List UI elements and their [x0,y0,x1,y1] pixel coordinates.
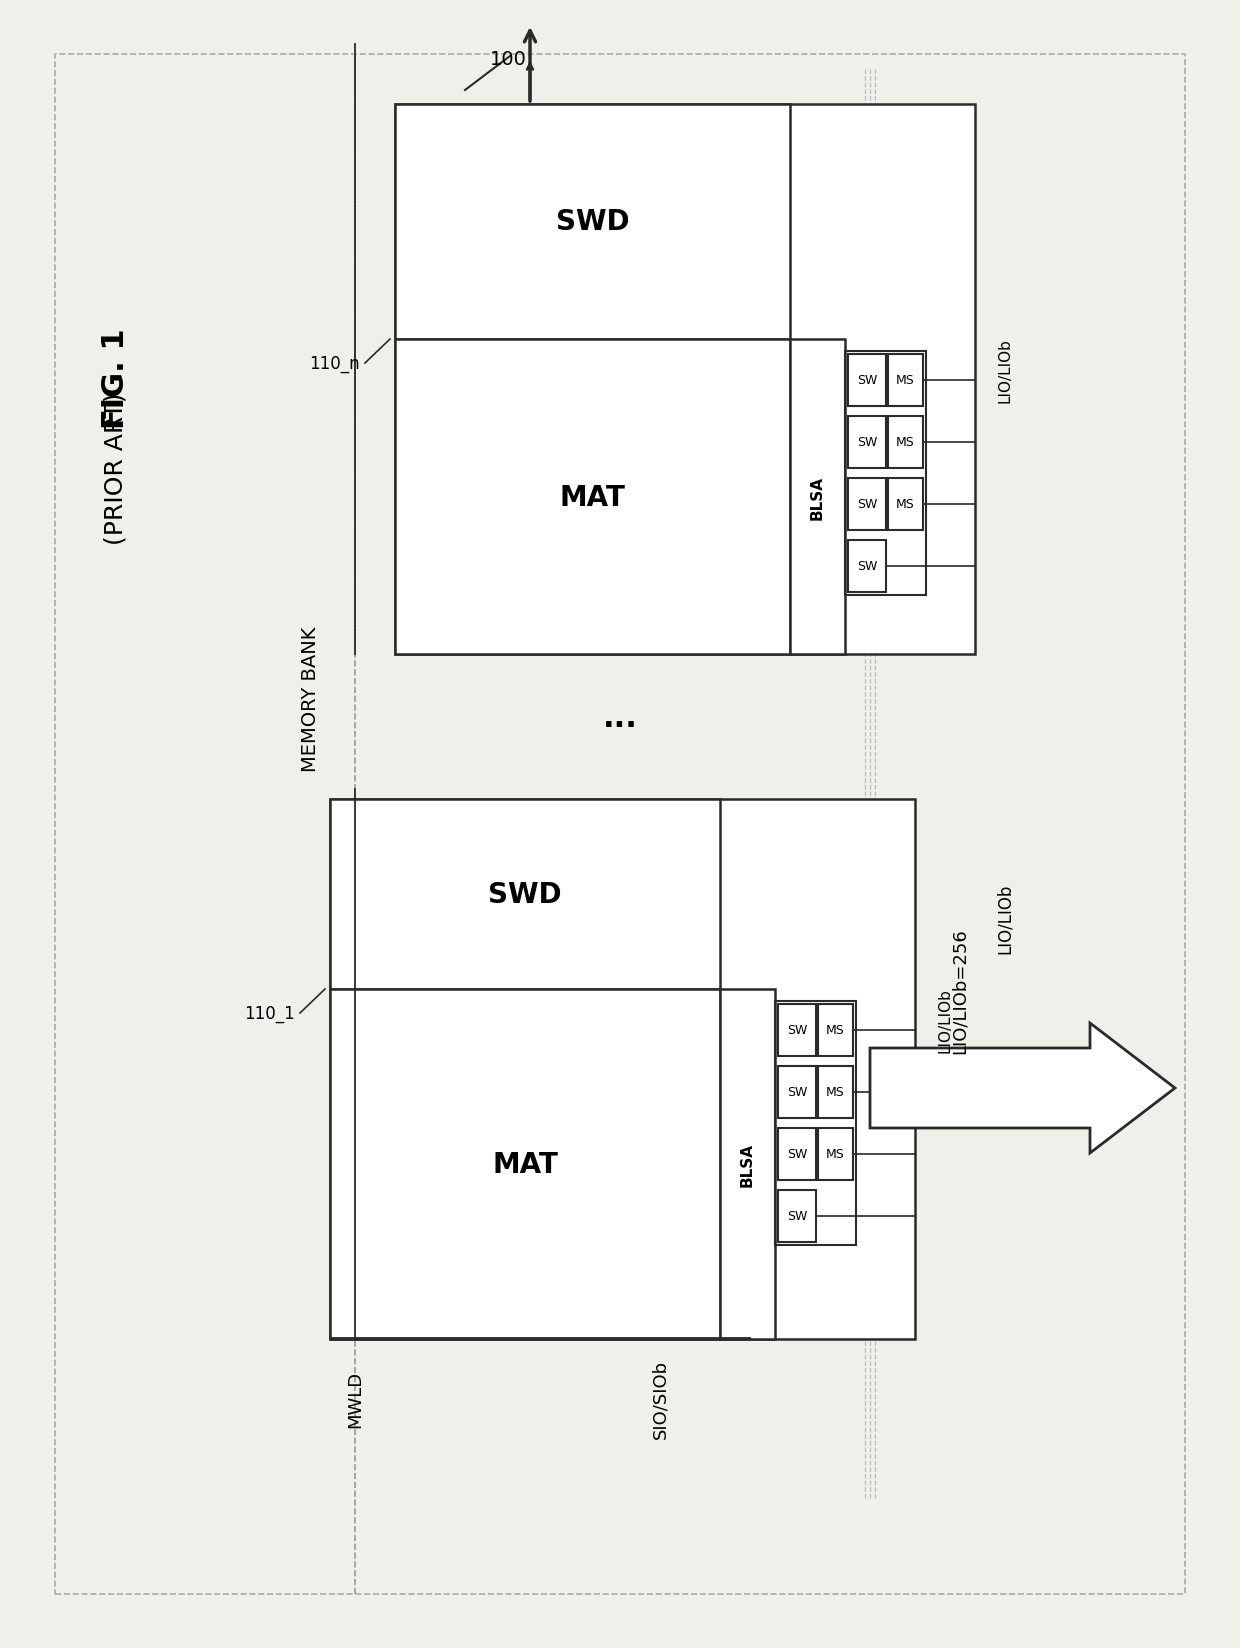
Text: LIO/LIOb: LIO/LIOb [937,987,954,1053]
Bar [790,339,844,654]
Bar [848,541,887,593]
Polygon shape [870,1023,1176,1154]
Bar [777,1066,816,1119]
Bar [844,351,926,595]
Bar [330,799,915,1340]
Text: MAT: MAT [492,1150,558,1178]
Bar [818,1004,853,1056]
Text: LIO/LIOb=256: LIO/LIOb=256 [951,928,968,1053]
Text: SW: SW [857,437,877,450]
Bar [396,339,790,654]
Text: MWLD: MWLD [346,1369,365,1427]
Text: MS: MS [897,498,915,511]
Text: MS: MS [897,437,915,450]
Text: SW: SW [787,1023,807,1037]
Text: MS: MS [826,1086,844,1099]
Bar [777,1129,816,1180]
Text: SW: SW [787,1086,807,1099]
Text: SIO/SIOb: SIO/SIOb [651,1358,670,1437]
Text: SW: SW [787,1147,807,1160]
Text: MS: MS [826,1147,844,1160]
Text: SWD: SWD [489,880,562,908]
Bar [818,1066,853,1119]
Bar [818,1129,853,1180]
Text: (PRIOR ART): (PRIOR ART) [103,392,126,545]
Bar [777,1004,816,1056]
Bar [775,1002,856,1246]
Text: 100: 100 [490,49,527,69]
Bar [396,105,975,654]
Text: SWD: SWD [556,208,630,236]
Text: SW: SW [857,374,877,387]
Bar [848,354,887,407]
Bar [888,417,923,468]
Bar [888,478,923,531]
Bar [888,354,923,407]
Bar [777,1190,816,1243]
Bar [330,989,720,1340]
Text: MS: MS [826,1023,844,1037]
Text: SW: SW [787,1210,807,1223]
Text: MS: MS [897,374,915,387]
Text: MEMORY BANK: MEMORY BANK [300,626,320,771]
Text: MAT: MAT [559,483,625,511]
Bar [848,478,887,531]
Text: ...: ... [603,704,637,733]
Text: SW: SW [857,560,877,574]
Text: BLSA: BLSA [810,475,825,519]
Bar [396,105,790,339]
Text: LIO/LIOb: LIO/LIOb [996,883,1014,954]
Bar [720,989,775,1340]
Text: FIG. 1: FIG. 1 [100,328,129,428]
Text: SW: SW [857,498,877,511]
Bar [330,799,720,989]
Text: BLSA: BLSA [740,1142,755,1187]
Text: LIO/LIOb: LIO/LIOb [998,338,1013,404]
Text: 110_n: 110_n [309,354,360,372]
Bar [848,417,887,468]
Text: 110_1: 110_1 [244,1004,295,1022]
